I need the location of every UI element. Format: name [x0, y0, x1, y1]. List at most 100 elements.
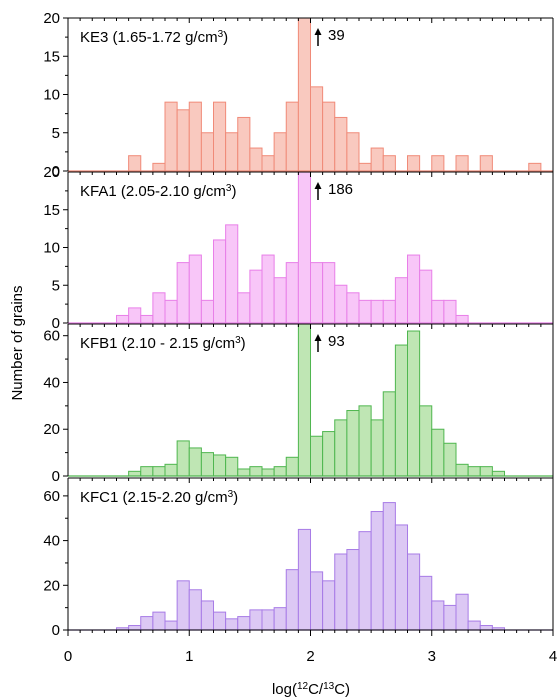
- bar: [358, 299, 372, 324]
- bar: [237, 116, 251, 172]
- bar: [346, 292, 360, 324]
- bar: [455, 155, 469, 172]
- panel-title: KFC1 (2.15-2.20 g/cm3): [80, 489, 238, 507]
- overflow-arrowhead: [314, 182, 322, 189]
- bar: [164, 620, 178, 631]
- bar: [407, 155, 421, 172]
- bar: [370, 511, 384, 631]
- bar: [152, 466, 166, 477]
- bar: [285, 569, 299, 631]
- bar: [346, 410, 360, 477]
- bar: [479, 466, 493, 477]
- bar: [213, 454, 227, 477]
- x-axis-title-part-1: log(: [272, 681, 297, 698]
- overflow-count-label: 93: [328, 333, 345, 350]
- bar: [152, 162, 166, 172]
- bar: [273, 277, 287, 324]
- panel-kfc1: 0 20 40 60 KFC1 (2.15-2.20 g/cm3): [43, 477, 554, 639]
- y-axis-title: Number of grains: [9, 285, 26, 400]
- bar: [467, 466, 481, 477]
- bar: [225, 224, 239, 324]
- bar: [116, 314, 130, 324]
- bar: [334, 116, 348, 172]
- x-axis-title-sup-1: 12: [297, 681, 309, 692]
- bar: [431, 155, 445, 172]
- bar: [334, 553, 348, 631]
- bar: [370, 419, 384, 477]
- bar: [334, 419, 348, 477]
- bar: [176, 580, 190, 631]
- bar: [225, 618, 239, 631]
- bar: [237, 616, 251, 631]
- bar: [443, 604, 457, 631]
- y-tick-label: 0: [52, 468, 60, 485]
- y-tick-label: 5: [52, 277, 60, 294]
- bar: [200, 299, 215, 324]
- bar: [297, 323, 312, 477]
- x-axis: 0 1 2 3 4: [64, 629, 557, 665]
- bar: [322, 101, 336, 172]
- bar: [443, 299, 457, 324]
- bar: [297, 171, 312, 324]
- bar: [188, 101, 202, 172]
- panel-title: KFB1 (2.10 - 2.15 g/cm3): [80, 335, 246, 353]
- bar: [273, 132, 287, 172]
- bar: [261, 254, 275, 324]
- bar: [152, 292, 166, 324]
- bar: [140, 616, 154, 631]
- bar: [382, 155, 396, 172]
- bar: [358, 405, 372, 477]
- bar: [213, 611, 227, 631]
- x-axis-title-part-2: C/: [308, 681, 324, 698]
- x-tick-label: 1: [185, 648, 193, 665]
- bar: [346, 132, 360, 172]
- panel-kfa1: 20 15 10 5 0 KFA1 (2.05-2.10 g/cm3) 186: [43, 164, 554, 332]
- y-tick-label: 15: [43, 48, 60, 65]
- bar: [285, 262, 299, 324]
- bar: [394, 344, 409, 477]
- bar: [140, 466, 154, 477]
- bar: [310, 571, 324, 631]
- bar: [213, 239, 227, 324]
- bar: [285, 101, 299, 172]
- y-tick-label: 20: [43, 577, 60, 594]
- bar: [407, 254, 421, 324]
- bar: [310, 262, 324, 324]
- bar: [431, 428, 445, 477]
- y-tick-label: 0: [52, 163, 60, 180]
- bar: [382, 391, 396, 477]
- bar: [479, 155, 493, 172]
- bar: [261, 609, 275, 631]
- bar: [261, 155, 275, 172]
- bar: [407, 330, 421, 477]
- y-tick-label: 20: [43, 164, 60, 181]
- bar: [249, 609, 263, 631]
- bar: [455, 463, 469, 477]
- bar: [370, 299, 384, 324]
- bar: [249, 147, 263, 172]
- bar: [322, 431, 336, 477]
- bar: [176, 109, 190, 172]
- bar: [419, 405, 433, 477]
- bar: [249, 466, 263, 477]
- y-tick-label: 15: [43, 202, 60, 219]
- bar: [322, 580, 336, 631]
- bar: [370, 147, 384, 172]
- bar: [249, 269, 263, 324]
- x-axis-title: log(12C/13C): [272, 681, 350, 699]
- y-tick-label: 60: [43, 488, 60, 505]
- bar: [273, 466, 287, 477]
- bar: [213, 101, 227, 172]
- bar: [491, 470, 506, 477]
- y-tick-label: 60: [43, 328, 60, 345]
- x-tick-label: 2: [306, 648, 314, 665]
- y-tick-label: 0: [52, 315, 60, 332]
- bar: [128, 307, 142, 324]
- bar: [128, 625, 142, 631]
- bar: [382, 299, 396, 324]
- bar: [297, 528, 312, 631]
- bar: [225, 456, 239, 477]
- bar: [467, 620, 481, 631]
- bar: [225, 132, 239, 172]
